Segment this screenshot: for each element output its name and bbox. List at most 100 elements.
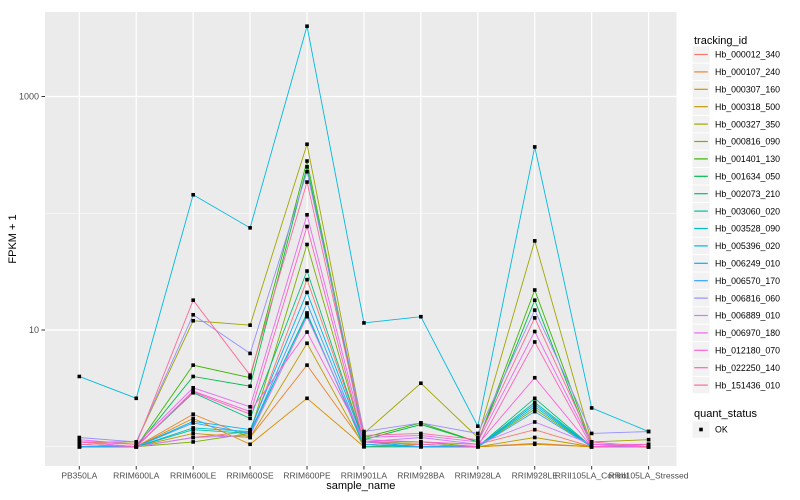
legend-item: Hb_000816_090 [692, 133, 780, 150]
legend-label: Hb_005396_020 [715, 241, 780, 251]
data-point [305, 277, 309, 282]
legend-title-quant-status: quant_status [694, 408, 757, 420]
data-point [248, 433, 252, 438]
data-point [419, 381, 423, 386]
legend-item: Hb_006970_180 [692, 324, 780, 342]
legend-item: Hb_151436_010 [692, 376, 780, 394]
data-point [532, 145, 537, 149]
data-point [532, 409, 537, 414]
x-tick-label: RRIM600LE [170, 471, 217, 481]
data-point [589, 442, 594, 447]
legend-item: Hb_000012_340 [692, 46, 780, 63]
data-point [476, 442, 480, 447]
data-point [419, 442, 423, 447]
data-point [191, 426, 195, 430]
data-point [248, 427, 252, 432]
data-point [305, 180, 309, 184]
data-point [77, 442, 82, 447]
x-tick-label: RRIM928BA [397, 471, 445, 481]
x-tick-label: RRIM600LA [113, 471, 160, 481]
data-point [305, 159, 309, 163]
legend-label: Hb_000327_350 [715, 119, 780, 129]
data-point [134, 440, 139, 444]
data-point [305, 269, 309, 273]
data-point [305, 314, 309, 319]
data-point [248, 416, 252, 421]
data-point [248, 429, 252, 434]
data-point [248, 226, 252, 230]
x-tick-labels: PB350LA RRIM600LA RRIM600LE RRIM600SE RRIM60… [61, 471, 688, 481]
data-point [419, 421, 423, 425]
legend-item: Hb_003060_020 [692, 202, 780, 220]
legend-item: Hb_001401_130 [692, 150, 780, 168]
data-point [248, 409, 252, 414]
data-point [532, 407, 537, 411]
legend-label: Hb_003528_090 [715, 224, 780, 234]
data-point [646, 437, 651, 442]
legend-label: Hb_012180_070 [715, 346, 780, 356]
legend-label: Hb_151436_010 [715, 380, 780, 390]
data-point [191, 192, 195, 197]
data-point [476, 435, 480, 440]
legend-item: Hb_000307_160 [692, 81, 780, 98]
legend-item: Hb_000327_350 [692, 115, 780, 133]
data-point [248, 384, 252, 389]
data-point [646, 429, 651, 434]
data-point [248, 442, 252, 447]
x-tick-label: RRIM928LA [455, 471, 502, 481]
data-point [248, 351, 252, 356]
data-point [305, 341, 309, 346]
data-point [191, 421, 195, 425]
data-point [362, 435, 366, 440]
legend-label: Hb_000816_090 [715, 137, 780, 147]
data-point [532, 404, 537, 409]
data-point [362, 444, 366, 449]
data-point [589, 431, 594, 436]
data-point [191, 363, 195, 367]
data-point [134, 396, 139, 401]
data-point [191, 318, 195, 323]
data-point [77, 435, 82, 440]
legend-item: Hb_006816_060 [692, 289, 780, 307]
square-point-icon [699, 427, 703, 432]
data-point [248, 375, 252, 380]
legend-item: Hb_006249_010 [692, 255, 780, 272]
legend-label: Hb_006249_010 [715, 259, 780, 269]
legend-title-tracking-id: tracking_id [694, 35, 747, 47]
x-tick-label: RRIM901LA [341, 471, 388, 481]
data-point [191, 390, 195, 394]
data-point [191, 435, 195, 440]
legend-item: Hb_006570_170 [692, 272, 780, 289]
data-point [191, 374, 195, 379]
data-point [305, 290, 309, 295]
legend-item: Hb_005396_020 [692, 237, 780, 255]
data-point [305, 242, 309, 247]
tracking-id-legend: Hb_000012_340 Hb_000107_240 Hb_000307_160 H… [692, 46, 780, 394]
data-point [532, 239, 537, 243]
data-point [532, 420, 537, 424]
data-point [305, 363, 309, 367]
data-point [305, 212, 309, 217]
legend-label: Hb_006970_180 [715, 328, 780, 338]
data-point [476, 437, 480, 442]
data-point [589, 406, 594, 410]
data-point [419, 314, 423, 319]
data-point [532, 298, 537, 302]
data-point [532, 288, 537, 292]
quant-status-legend: OK [692, 421, 728, 438]
legend-label: Hb_001634_050 [715, 172, 780, 182]
legend-label: Hb_006889_010 [715, 311, 780, 321]
data-point [305, 169, 309, 174]
data-point [532, 308, 537, 312]
x-axis-title: sample_name [326, 480, 395, 492]
x-tick-label: RRIM928LE [512, 471, 559, 481]
x-tick-label: RRII105LA_Stressed [609, 471, 689, 481]
data-point [305, 142, 309, 147]
legend-item-quant: OK [692, 421, 728, 438]
data-point [305, 311, 309, 315]
data-point [134, 442, 139, 447]
legend-item: Hb_006889_010 [692, 307, 780, 324]
x-tick-label: RRIM600SE [226, 471, 274, 481]
legend-item: Hb_000318_500 [692, 98, 780, 115]
